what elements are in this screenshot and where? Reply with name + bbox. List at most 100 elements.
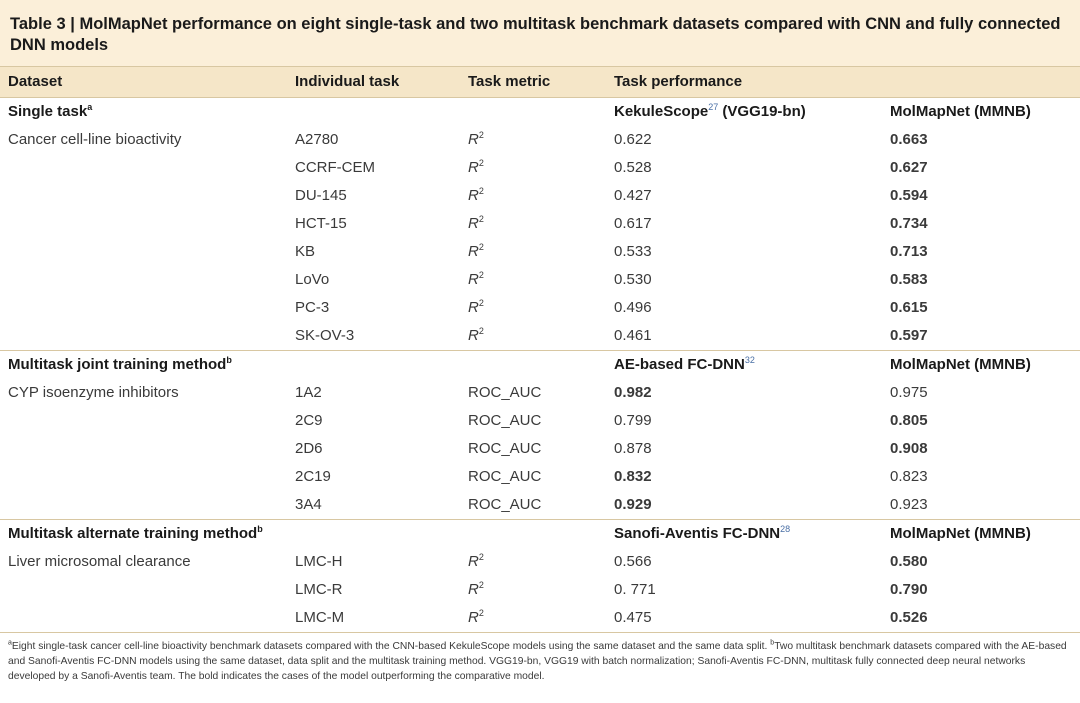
- metric-symbol: R: [468, 159, 479, 176]
- task-metric: R2: [460, 182, 606, 210]
- empty-cell: [0, 266, 287, 294]
- comparative-score: 0.832: [614, 468, 652, 485]
- metric-symbol: ROC_AUC: [468, 468, 542, 485]
- comparative-model-header: KekuleScope27 (VGG19-bn): [606, 97, 882, 126]
- metric-superscript: 2: [478, 608, 484, 618]
- comparative-score: 0.799: [614, 412, 652, 429]
- task-metric: R2: [460, 322, 606, 351]
- comparative-score: 0.878: [614, 440, 652, 457]
- comparative-model-ref: 28: [780, 524, 791, 534]
- task-metric: R2: [460, 238, 606, 266]
- task-name: 3A4: [295, 496, 322, 513]
- task-name: 2D6: [295, 440, 323, 457]
- molmapnet-score: 0.923: [890, 496, 928, 513]
- comparative-score: 0.427: [614, 187, 652, 204]
- molmapnet-score: 0.805: [890, 412, 928, 429]
- molmapnet-model-header: MolMapNet (MMNB): [882, 519, 1080, 548]
- column-header-row: Dataset Individual task Task metric Task…: [0, 66, 1080, 98]
- task-name: 1A2: [295, 384, 322, 401]
- table-row: 2C9 ROC_AUC 0.799 0.805: [0, 407, 1080, 435]
- empty-cell: [287, 350, 460, 379]
- empty-cell: [0, 435, 287, 463]
- empty-cell: [287, 97, 460, 126]
- molmapnet-score: 0.627: [890, 159, 928, 176]
- molmapnet-score: 0.526: [882, 604, 1080, 633]
- metric-symbol: ROC_AUC: [468, 384, 542, 401]
- table-row: PC-3 R2 0.496 0.615: [0, 294, 1080, 322]
- comparative-model-name: Sanofi-Aventis FC-DNN: [614, 525, 781, 542]
- footnote-mark-a: a: [8, 639, 12, 647]
- table-row: 2C19 ROC_AUC 0.832 0.823: [0, 463, 1080, 491]
- task-metric: R2: [460, 548, 606, 576]
- empty-cell: [0, 182, 287, 210]
- footnote-a-text: Eight single-task cancer cell-line bioac…: [11, 641, 771, 652]
- metric-symbol: ROC_AUC: [468, 440, 542, 457]
- table-row: 3A4 ROC_AUC 0.929 0.923: [0, 491, 1080, 520]
- dataset-name: CYP isoenzyme inhibitors: [8, 384, 179, 401]
- section-title: Multitask joint training methodb: [0, 350, 287, 379]
- metric-symbol: R: [468, 243, 479, 260]
- metric-symbol: R: [468, 327, 479, 344]
- table-row: LMC-R R2 0. 771 0.790: [0, 576, 1080, 604]
- molmapnet-score: 0.597: [890, 327, 928, 344]
- table-row: Cancer cell-line bioactivity A2780 R2 0.622…: [0, 126, 1080, 154]
- comparative-model-ref: 27: [708, 102, 719, 112]
- table-row: SK-OV-3 R2 0.461 0.597: [0, 322, 1080, 351]
- dataset-name: Cancer cell-line bioactivity: [8, 131, 182, 148]
- section-name: Multitask joint training method: [8, 356, 227, 373]
- metric-superscript: 2: [478, 552, 484, 562]
- metric-superscript: 2: [478, 214, 484, 224]
- metric-symbol: R: [468, 187, 479, 204]
- column-header: Task performance: [606, 66, 882, 98]
- section-header-row: Single taska KekuleScope27 (VGG19-bn) MolM…: [0, 97, 1080, 126]
- empty-cell: [0, 463, 287, 491]
- molmapnet-score: 0.734: [890, 215, 928, 232]
- empty-cell: [460, 97, 606, 126]
- empty-cell: [287, 519, 460, 548]
- metric-superscript: 2: [478, 298, 484, 308]
- section-footnote-mark: a: [87, 102, 93, 112]
- comparative-model-header: AE-based FC-DNN32: [606, 350, 882, 379]
- comparative-score: 0.617: [614, 215, 652, 232]
- empty-cell: [460, 350, 606, 379]
- metric-symbol: R: [468, 609, 479, 626]
- table-label: Table 3: [10, 15, 66, 33]
- molmapnet-score: 0.663: [890, 131, 928, 148]
- comparative-score: 0.929: [614, 496, 652, 513]
- task-metric: ROC_AUC: [460, 379, 606, 407]
- table-row: CCRF-CEM R2 0.528 0.627: [0, 154, 1080, 182]
- task-metric: ROC_AUC: [460, 435, 606, 463]
- task-name: LMC-H: [295, 553, 343, 570]
- task-metric: ROC_AUC: [460, 463, 606, 491]
- table-row: Liver microsomal clearance LMC-H R2 0.566 0.…: [0, 548, 1080, 576]
- section-name: Single task: [8, 103, 88, 120]
- molmapnet-score: 0.823: [890, 468, 928, 485]
- section-title: Single taska: [0, 97, 287, 126]
- table-row: KB R2 0.533 0.713: [0, 238, 1080, 266]
- task-name: DU-145: [295, 187, 347, 204]
- molmapnet-score: 0.583: [890, 271, 928, 288]
- section-header-row: Multitask alternate training methodb Sano…: [0, 519, 1080, 548]
- title-text: MolMapNet performance on eight single-ta…: [10, 15, 1061, 54]
- table-row: HCT-15 R2 0.617 0.734: [0, 210, 1080, 238]
- comparative-score: 0.528: [614, 159, 652, 176]
- molmapnet-score: 0.790: [890, 581, 928, 598]
- table-row: LMC-M R2 0.475 0.526: [0, 604, 1080, 633]
- metric-symbol: R: [468, 215, 479, 232]
- task-metric: R2: [460, 210, 606, 238]
- column-header: Individual task: [287, 66, 460, 98]
- footnote-b-text: Two multitask benchmark datasets compare…: [8, 641, 1067, 682]
- metric-symbol: R: [468, 581, 479, 598]
- table-title: Table 3 | MolMapNet performance on eight…: [10, 14, 1070, 56]
- table-row: LoVo R2 0.530 0.583: [0, 266, 1080, 294]
- task-name: SK-OV-3: [295, 327, 355, 344]
- footnote-mark-b: b: [770, 639, 775, 647]
- molmapnet-score: 0.580: [890, 553, 928, 570]
- empty-cell: [0, 210, 287, 238]
- molmapnet-model-header: MolMapNet (MMNB): [882, 350, 1080, 379]
- results-table: Dataset Individual task Task metric Task…: [0, 66, 1080, 633]
- metric-superscript: 2: [478, 158, 484, 168]
- column-header-empty: [882, 66, 1080, 98]
- empty-cell: [0, 576, 287, 604]
